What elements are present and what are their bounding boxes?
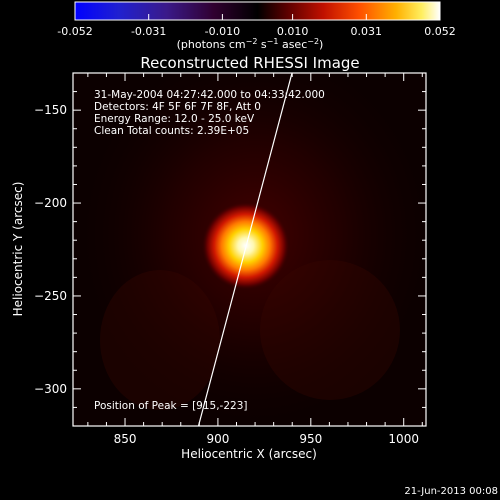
y-axis-label: Heliocentric Y (arcsec) bbox=[11, 182, 25, 317]
solar-limb-line bbox=[197, 73, 293, 426]
x-tick-label: 850 bbox=[114, 432, 137, 446]
chart-title: Reconstructed RHESSI Image bbox=[140, 54, 359, 72]
x-axis-ticks bbox=[87, 73, 423, 426]
y-tick-label: −250 bbox=[34, 289, 67, 303]
x-tick-label: 950 bbox=[299, 432, 322, 446]
colorbar bbox=[75, 2, 440, 20]
x-tick-label: 900 bbox=[206, 432, 229, 446]
annotation-clean: Clean Total counts: 2.39E+05 bbox=[94, 125, 249, 137]
colorbar-tick-label: 0.052 bbox=[424, 25, 456, 38]
emission-lobe-right bbox=[260, 260, 400, 400]
colorbar-tick-label: 0.010 bbox=[277, 25, 309, 38]
colorbar-tick-label: 0.031 bbox=[351, 25, 383, 38]
y-axis-tick-labels: −150 −200 −250 −300 bbox=[34, 103, 67, 396]
plot-area bbox=[73, 73, 426, 426]
colorbar-tick-labels: -0.052 -0.031 -0.010 0.010 0.031 0.052 bbox=[57, 25, 455, 38]
x-tick-label: 1000 bbox=[388, 432, 419, 446]
y-axis-ticks bbox=[73, 72, 426, 408]
y-tick-label: −200 bbox=[34, 196, 67, 210]
colorbar-tick-label: -0.052 bbox=[57, 25, 92, 38]
x-axis-label: Heliocentric X (arcsec) bbox=[181, 447, 317, 461]
colorbar-frame bbox=[74, 1, 441, 21]
emission-lobe-left bbox=[100, 270, 220, 410]
x-axis-tick-labels: 850 900 950 1000 bbox=[114, 432, 419, 446]
annotation-time: 31-May-2004 04:27:42.000 to 04:33:42.000 bbox=[94, 89, 325, 101]
y-tick-label: −300 bbox=[34, 382, 67, 396]
footer-date: 21-Jun-2013 00:08 bbox=[404, 486, 498, 497]
colorbar-ticks bbox=[74, 14, 441, 20]
y-tick-label: −150 bbox=[34, 103, 67, 117]
annotation-energy: Energy Range: 12.0 - 25.0 keV bbox=[94, 113, 255, 125]
colorbar-tick-label: -0.010 bbox=[205, 25, 240, 38]
plot-frame bbox=[72, 72, 427, 427]
colorbar-units-label: (photons cm−2 s−1 asec−2) bbox=[177, 37, 324, 51]
colorbar-tick-label: -0.031 bbox=[131, 25, 166, 38]
annotation-peak: Position of Peak = [915,-223] bbox=[94, 400, 248, 412]
observation-annotations: 31-May-2004 04:27:42.000 to 04:33:42.000… bbox=[94, 89, 325, 412]
annotation-detectors: Detectors: 4F 5F 6F 7F 8F, Att 0 bbox=[94, 101, 261, 113]
